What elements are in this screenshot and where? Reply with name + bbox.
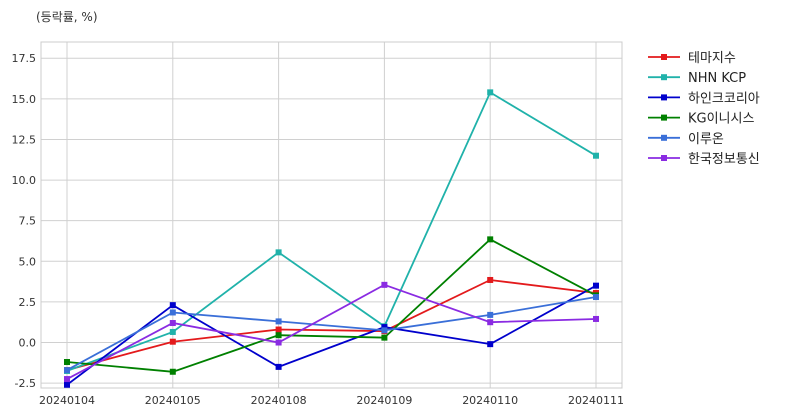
data-point — [169, 368, 176, 375]
legend-swatch-marker — [661, 74, 667, 81]
data-point — [487, 319, 494, 326]
legend-swatch-marker — [661, 114, 667, 121]
y-tick-label: 0.0 — [19, 337, 37, 350]
y-tick-label: 10.0 — [12, 174, 37, 187]
x-tick-label: 20240111 — [568, 394, 624, 407]
data-point — [487, 276, 494, 283]
data-point — [275, 332, 282, 339]
legend-item: KG이니시스 — [648, 112, 754, 127]
x-tick-label: 20240105 — [145, 394, 201, 407]
legend-label: 테마지수 — [688, 51, 736, 66]
data-point — [275, 326, 282, 333]
series-line — [66, 284, 597, 386]
series-line — [66, 238, 597, 373]
x-tick-label: 20240108 — [251, 394, 307, 407]
series-group — [64, 281, 599, 383]
y-tick-label: 15.0 — [12, 93, 37, 106]
legend-swatch-marker — [661, 54, 667, 60]
data-point — [64, 381, 70, 388]
data-point — [487, 89, 494, 96]
data-point — [275, 363, 282, 370]
data-point — [275, 249, 282, 256]
legend-item: 한국정보통신 — [648, 152, 760, 167]
legend-swatch-marker — [661, 134, 667, 141]
y-tick-label: 5.0 — [19, 255, 37, 268]
legend-label: 하인크코리아 — [688, 91, 760, 106]
data-point — [487, 311, 494, 318]
legend-label: KG이니시스 — [688, 112, 754, 127]
legend-swatch-marker — [661, 94, 667, 101]
data-point — [593, 315, 599, 322]
data-point — [275, 339, 282, 346]
y-tick-label: 17.5 — [12, 52, 37, 65]
legend-item: 테마지수 — [648, 51, 736, 66]
series-line — [66, 296, 597, 371]
data-point — [593, 152, 599, 159]
data-point — [381, 281, 388, 288]
y-tick-label: 12.5 — [12, 133, 37, 146]
y-tick-label: 7.5 — [19, 215, 37, 228]
legend-item: 하인크코리아 — [648, 91, 760, 106]
x-tick-label: 20240110 — [462, 394, 518, 407]
data-point — [169, 320, 176, 327]
legend-swatch-marker — [661, 155, 667, 161]
data-point — [487, 236, 494, 243]
data-point — [64, 367, 70, 374]
data-point — [593, 282, 599, 289]
data-point — [169, 309, 176, 316]
data-point — [169, 302, 176, 309]
series-group — [64, 294, 599, 374]
data-point — [169, 328, 176, 335]
plot-frame — [40, 41, 623, 389]
data-point — [593, 294, 599, 301]
x-tick-label: 20240109 — [356, 394, 412, 407]
legend-item: 이루온 — [648, 132, 724, 147]
series-line — [66, 283, 597, 380]
data-point — [381, 327, 388, 334]
y-tick-label: 2.5 — [19, 296, 37, 309]
x-tick-label: 20240104 — [39, 394, 95, 407]
series-line — [66, 91, 597, 372]
data-point — [275, 318, 282, 325]
data-point — [64, 376, 70, 383]
unit-label: (등락률, %) — [36, 10, 98, 24]
data-point — [381, 334, 388, 341]
data-point — [487, 341, 494, 348]
series-line — [66, 279, 597, 371]
legend-label: NHN KCP — [688, 71, 746, 86]
legend-label: 이루온 — [688, 132, 724, 147]
data-point — [64, 359, 70, 366]
data-point — [381, 324, 388, 331]
legend-item: NHN KCP — [648, 71, 746, 86]
series-group — [64, 282, 599, 388]
legend-label: 한국정보통신 — [688, 152, 760, 167]
data-point — [169, 338, 176, 345]
y-tick-label: -2.5 — [15, 377, 36, 390]
